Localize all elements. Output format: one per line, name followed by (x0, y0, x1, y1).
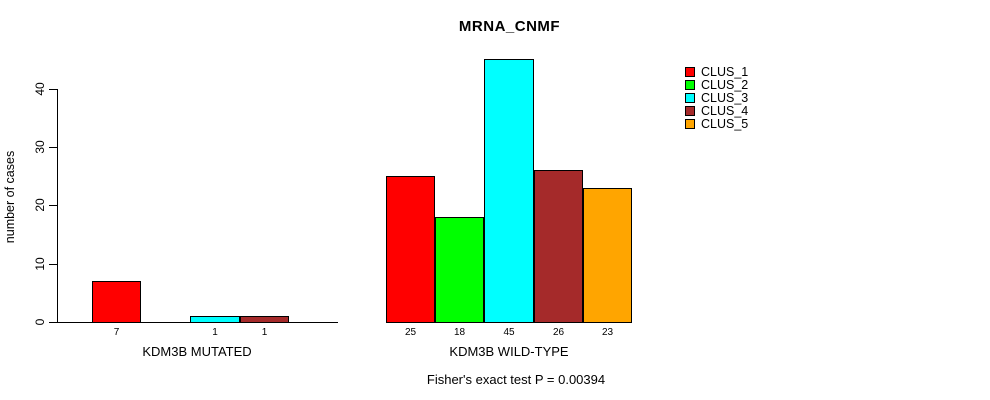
legend-item: CLUS_3 (685, 90, 749, 105)
y-axis-line (57, 89, 58, 323)
legend-label: CLUS_4 (701, 103, 749, 118)
y-tick (49, 205, 57, 206)
bar-value-label: 18 (453, 327, 466, 338)
legend-item: CLUS_1 (685, 64, 749, 79)
legend-label: CLUS_2 (701, 77, 749, 92)
chart-title: MRNA_CNMF (458, 18, 561, 35)
bar (92, 281, 141, 323)
y-tick-label: 0 (33, 318, 47, 326)
legend: CLUS_1 CLUS_2 CLUS_3 CLUS_4 CLUS_5 (685, 64, 749, 131)
legend-item: CLUS_2 (685, 77, 749, 92)
x-group-label: KDM3B WILD-TYPE (449, 344, 569, 359)
legend-swatch (685, 93, 695, 103)
bar-value-label: 1 (261, 327, 268, 338)
bar-value-label: 1 (212, 327, 218, 338)
legend-swatch (685, 106, 695, 116)
legend-swatch (685, 67, 695, 77)
y-tick-label: 40 (33, 82, 47, 96)
y-tick (49, 322, 57, 323)
bar (435, 217, 484, 323)
bar (534, 170, 583, 323)
y-tick-label: 30 (33, 140, 47, 154)
y-tick-label: 10 (33, 257, 47, 271)
bar-value-label: 45 (503, 327, 515, 338)
legend-item: CLUS_4 (685, 103, 749, 118)
bar-value-label: 26 (552, 327, 565, 338)
legend-label: CLUS_5 (701, 116, 749, 131)
bar (583, 188, 632, 323)
y-tick (49, 264, 57, 265)
y-tick (49, 147, 57, 148)
bar-value-label: 23 (601, 327, 614, 338)
x-group-label: KDM3B MUTATED (142, 344, 252, 359)
y-axis-title: number of cases (3, 150, 17, 244)
bar-value-label: 7 (113, 327, 120, 338)
bar-value-label: 25 (404, 327, 417, 338)
legend-label: CLUS_3 (701, 90, 749, 105)
legend-swatch (685, 119, 695, 129)
bar (190, 316, 240, 323)
legend-item: CLUS_5 (685, 116, 749, 131)
footnote: Fisher's exact test P = 0.00394 (426, 372, 606, 387)
bar (240, 316, 289, 323)
bar (484, 59, 534, 323)
y-tick (49, 89, 57, 90)
y-tick-label: 20 (33, 198, 47, 212)
bar (386, 176, 435, 323)
legend-swatch (685, 80, 695, 90)
legend-label: CLUS_1 (701, 64, 749, 79)
